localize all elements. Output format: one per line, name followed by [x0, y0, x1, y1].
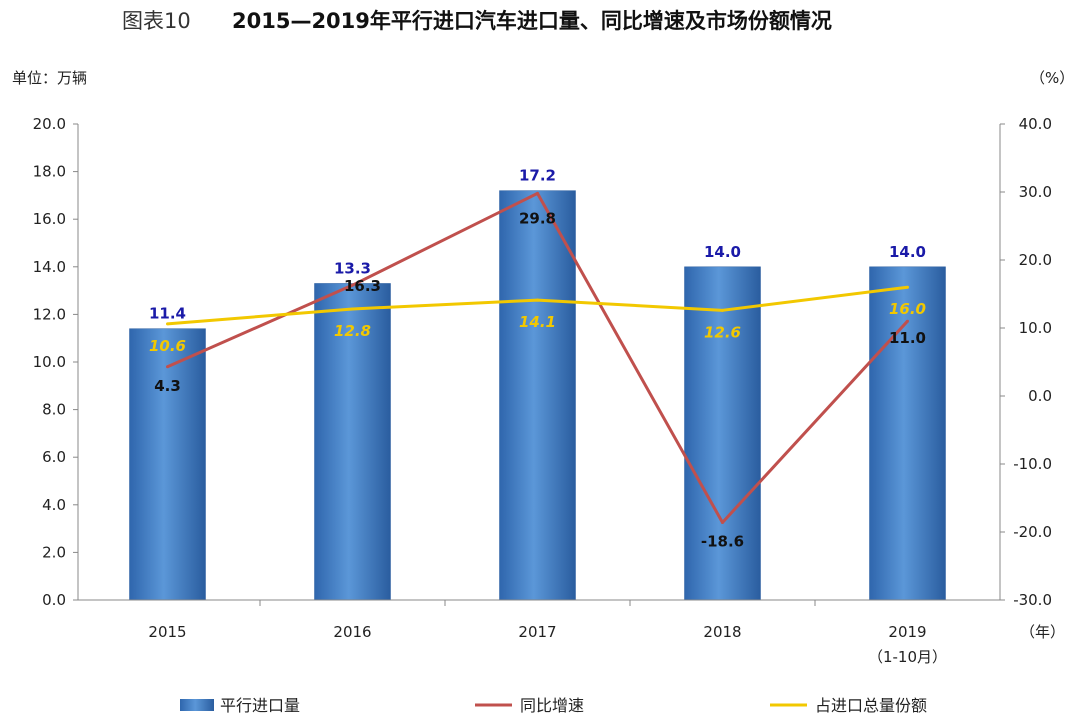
growth-rate-label: 11.0: [889, 329, 926, 347]
lines-layer: [166, 191, 909, 524]
growth-rate-label: 16.3: [344, 277, 381, 295]
right-tick-label: 10.0: [1019, 319, 1052, 337]
growth-rate-point: [536, 191, 539, 195]
left-tick-label: 4.0: [42, 496, 66, 514]
right-tick-label: -10.0: [1013, 455, 1052, 473]
growth-rate-label: -18.6: [701, 532, 744, 550]
bar-parallel-import: [129, 328, 206, 601]
market-share-label: 14.1: [519, 313, 556, 331]
legend-swatch-bar: [180, 699, 214, 711]
bar-parallel-import: [314, 283, 391, 601]
right-tick-label: 30.0: [1019, 183, 1052, 201]
market-share-point: [536, 298, 539, 302]
left-tick-label: 16.0: [33, 210, 66, 228]
growth-rate-point: [721, 520, 724, 524]
left-tick-label: 2.0: [42, 543, 66, 561]
right-axis-unit: （%）: [1030, 69, 1074, 87]
market-share-point: [166, 322, 169, 326]
bar-parallel-import: [499, 190, 576, 601]
right-tick-label: 20.0: [1019, 251, 1052, 269]
bars-layer: [129, 190, 946, 601]
growth-rate-point: [166, 365, 169, 369]
left-tick-label: 12.0: [33, 305, 66, 323]
market-share-label: 12.8: [334, 322, 371, 340]
left-tick-label: 6.0: [42, 448, 66, 466]
left-tick-label: 10.0: [33, 353, 66, 371]
legend-label-growth: 同比增速: [520, 696, 584, 715]
axes-layer: 0.0 2.0 4.0 6.0 8.0 10.0 12.0 14.0 16.0 18.0 20.0 -…: [33, 115, 1052, 666]
market-share-label: 12.6: [704, 323, 741, 341]
market-share-point: [351, 307, 354, 311]
legend-label-share: 占进口总量份额: [815, 696, 927, 715]
x-axis-unit: （年）: [1020, 623, 1065, 641]
market-share-label: 10.6: [149, 337, 186, 355]
bar-parallel-import: [684, 266, 761, 601]
x-tick-label: 2019: [888, 623, 926, 641]
labels-layer: 11.4 13.3 17.2 14.0 14.0 4.3 16.3 29.8 -18.6 11.0…: [149, 167, 926, 551]
right-tick-label: 40.0: [1019, 115, 1052, 133]
left-tick-label: 14.0: [33, 258, 66, 276]
bar-value-label: 17.2: [519, 167, 556, 185]
x-tick-sublabel: （1-10月）: [868, 648, 947, 666]
growth-rate-label: 4.3: [154, 377, 181, 395]
chart-legend: 平行进口量 同比增速 占进口总量份额: [180, 696, 927, 715]
market-share-point: [906, 285, 909, 289]
bar-value-label: 13.3: [334, 259, 371, 277]
legend-label-bar: 平行进口量: [220, 696, 300, 715]
x-tick-label: 2016: [333, 623, 371, 641]
right-tick-label: 0.0: [1028, 387, 1052, 405]
market-share-label: 16.0: [889, 300, 926, 318]
bar-value-label: 14.0: [704, 243, 741, 261]
chart-title-prefix: 图表10: [122, 9, 191, 33]
bar-value-label: 11.4: [149, 305, 186, 323]
right-tick-label: -30.0: [1013, 591, 1052, 609]
left-tick-label: 8.0: [42, 401, 66, 419]
growth-rate-label: 29.8: [519, 209, 556, 227]
left-axis-unit: 单位：万辆: [12, 69, 87, 87]
bar-value-label: 14.0: [889, 243, 926, 261]
growth-rate-point: [906, 319, 909, 323]
left-tick-label: 18.0: [33, 163, 66, 181]
left-tick-label: 0.0: [42, 591, 66, 609]
x-tick-label: 2017: [518, 623, 556, 641]
x-tick-label: 2018: [703, 623, 741, 641]
chart-title: 2015—2019年平行进口汽车进口量、同比增速及市场份额情况: [232, 9, 832, 33]
right-tick-label: -20.0: [1013, 523, 1052, 541]
x-tick-label: 2015: [148, 623, 186, 641]
growth-rate-point: [351, 283, 354, 287]
market-share-point: [721, 308, 724, 312]
left-tick-label: 20.0: [33, 115, 66, 133]
